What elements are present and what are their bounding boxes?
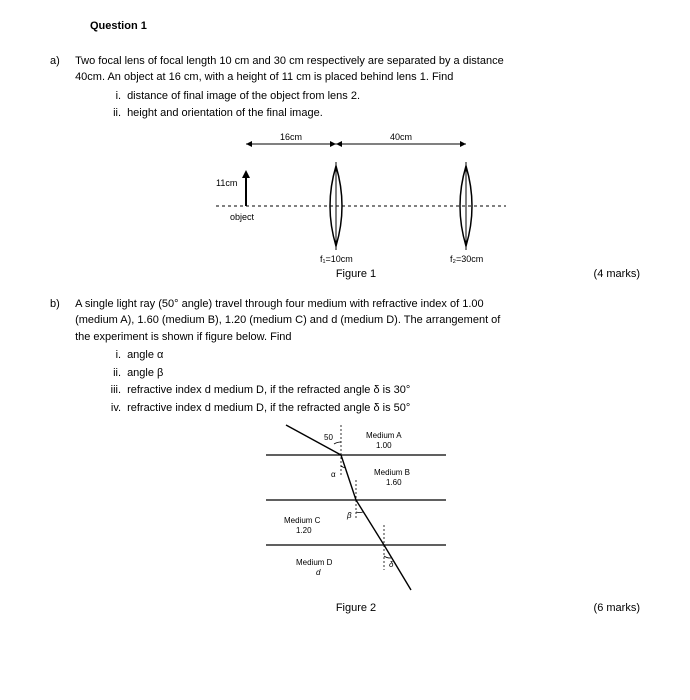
fig2-alpha: α (331, 470, 336, 479)
part-a: a) Two focal lens of focal length 10 cm … (50, 53, 640, 126)
figure-1-caption: Figure 1 (72, 266, 640, 283)
fig2-medA: Medium A (366, 431, 402, 440)
fig1-object-label: object (230, 212, 255, 222)
part-b-marks: (6 marks) (594, 600, 640, 617)
fig2-nA: 1.00 (376, 441, 392, 450)
part-a-line2: 40cm. An object at 16 cm, with a height … (75, 71, 453, 83)
fig2-beta: β (346, 511, 352, 520)
part-b-line3: the experiment is shown if figure below.… (75, 331, 291, 343)
part-b-item-1: i.angle α (103, 347, 630, 364)
fig1-f1: f₁=10cm (320, 254, 353, 264)
fig2-nB: 1.60 (386, 478, 402, 487)
part-a-item-2: ii.height and orientation of the final i… (103, 105, 630, 122)
fig1-f2: f₂=30cm (450, 254, 483, 264)
part-b-item-3: iii.refractive index d medium D, if the … (103, 382, 630, 399)
page: Question 1 a) Two focal lens of focal le… (0, 0, 690, 700)
fig1-dsep: 40cm (390, 132, 412, 142)
part-a-body: Two focal lens of focal length 10 cm and… (75, 53, 630, 126)
figure-2-svg: 50 α β δ Medium A 1.00 Medium B 1.60 Med… (226, 420, 486, 600)
figure-1-svg: 11cm object f₁=10cm f₂=30cm 16cm 40cm (186, 126, 526, 266)
part-b-body: A single light ray (50° angle) travel th… (75, 296, 630, 421)
fig2-medC: Medium C (284, 516, 321, 525)
part-a-line1: Two focal lens of focal length 10 cm and… (75, 55, 504, 67)
part-b-item-2: ii.angle β (103, 365, 630, 382)
figure-2-caption: Figure 2 (72, 600, 640, 617)
figure-2: 50 α β δ Medium A 1.00 Medium B 1.60 Med… (72, 420, 640, 600)
fig2-angle-in: 50 (324, 433, 333, 442)
fig1-dobj: 16cm (280, 132, 302, 142)
part-b-item-4: iv.refractive index d medium D, if the r… (103, 400, 630, 417)
part-b: b) A single light ray (50° angle) travel… (50, 296, 640, 421)
part-a-item-1: i.distance of final image of the object … (103, 88, 630, 105)
fig2-nD: d (316, 568, 321, 577)
figure-1-caption-row: Figure 1 (4 marks) (72, 266, 640, 282)
fig2-medD: Medium D (296, 558, 333, 567)
fig2-delta: δ (389, 560, 394, 569)
part-b-list: i.angle α ii.angle β iii.refractive inde… (103, 347, 630, 416)
fig2-medB: Medium B (374, 468, 410, 477)
part-a-marks: (4 marks) (594, 266, 640, 283)
part-b-label: b) (50, 296, 72, 313)
figure-1: 11cm object f₁=10cm f₂=30cm 16cm 40cm (72, 126, 640, 266)
part-a-label: a) (50, 53, 72, 70)
part-a-list: i.distance of final image of the object … (103, 88, 630, 122)
question-title: Question 1 (90, 18, 640, 35)
part-b-line1: A single light ray (50° angle) travel th… (75, 298, 484, 310)
part-b-line2: (medium A), 1.60 (medium B), 1.20 (mediu… (75, 314, 500, 326)
fig1-hobj: 11cm (216, 178, 237, 188)
fig2-nC: 1.20 (296, 526, 312, 535)
figure-2-caption-row: Figure 2 (6 marks) (72, 600, 640, 616)
